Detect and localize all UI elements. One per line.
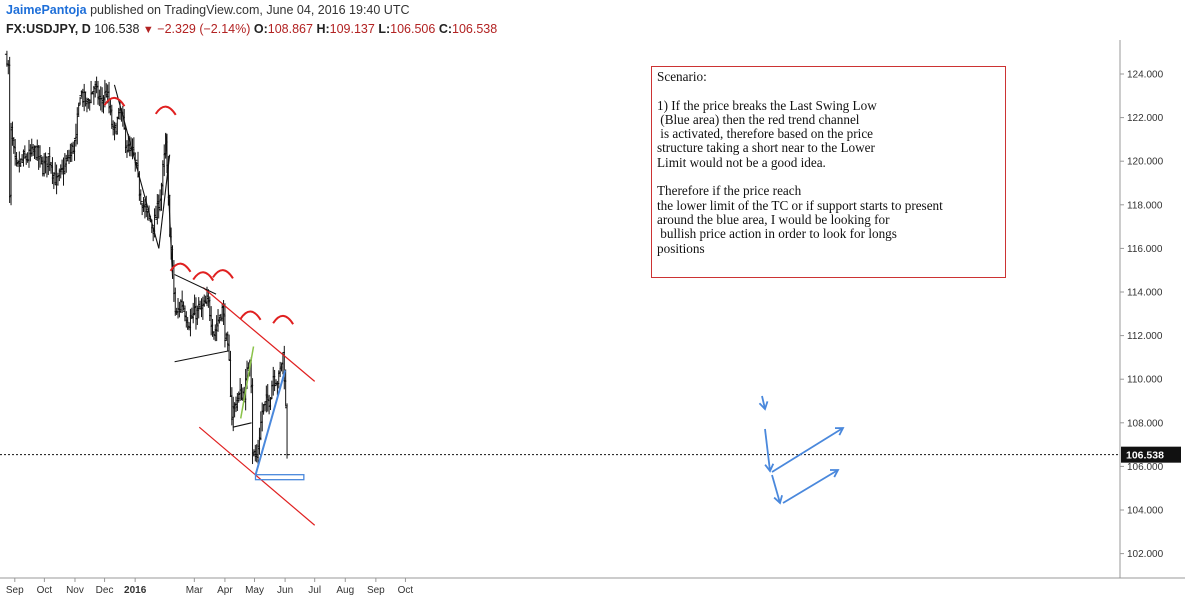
open-value: 108.867 xyxy=(267,22,313,36)
last-price-tag-text: 106.538 xyxy=(1126,450,1164,462)
y-tick-label: 102.000 xyxy=(1127,549,1164,560)
y-tick-label: 104.000 xyxy=(1127,506,1164,517)
close-value: 106.538 xyxy=(452,22,498,36)
swing-high-mark xyxy=(103,96,126,107)
green-rise-line xyxy=(239,346,255,419)
x-tick-label: Apr xyxy=(217,585,233,596)
ohlc-bar xyxy=(64,154,69,173)
x-tick-label: Dec xyxy=(96,585,114,596)
x-tick-label: Sep xyxy=(367,585,385,596)
arrow-head xyxy=(829,469,840,478)
price-axis[interactable]: 102.000 104.000 106.000 108.000 110.000 112.0… xyxy=(1120,70,1164,561)
arrow-shaft xyxy=(761,395,766,410)
high-label: H: xyxy=(316,22,330,36)
x-tick-label: Oct xyxy=(37,585,53,596)
arrow-head xyxy=(764,463,775,473)
y-tick-label: 110.000 xyxy=(1127,375,1163,386)
x-tick-label: Oct xyxy=(398,585,414,596)
price-bars xyxy=(4,50,290,467)
black-wedge-bottom xyxy=(174,350,229,363)
publish-text: published on TradingView.com, June 04, 2… xyxy=(90,3,410,17)
black-wedge-top xyxy=(174,274,217,295)
x-tick-label: Mar xyxy=(186,585,204,596)
x-tick-label: Jul xyxy=(308,585,321,596)
blue-arrow xyxy=(771,427,845,473)
publish-info: JaimePantoja published on TradingView.co… xyxy=(6,3,410,17)
blue-arrow xyxy=(764,428,775,473)
ohlc-bar xyxy=(138,189,143,205)
y-tick-label: 124.000 xyxy=(1127,70,1164,81)
y-tick-label: 106.000 xyxy=(1127,462,1164,473)
arrow-shaft xyxy=(771,474,781,504)
ohlc-bar xyxy=(78,97,83,106)
x-tick-label: 2016 xyxy=(124,585,147,596)
y-tick-label: 122.000 xyxy=(1127,113,1164,124)
red-channel-upper xyxy=(202,287,316,382)
x-tick-label: Sep xyxy=(6,585,24,596)
x-tick-label: May xyxy=(245,585,264,596)
swing-high-mark xyxy=(239,310,262,321)
ohlc-bar xyxy=(75,107,80,145)
y-tick-label: 120.000 xyxy=(1127,157,1164,168)
black-triangle-line xyxy=(165,132,174,279)
swing-high-mark xyxy=(192,271,215,282)
swing-high-mark xyxy=(154,105,177,116)
red-channel-lower xyxy=(198,426,316,526)
arrow-shaft xyxy=(764,428,771,472)
blue-arrow xyxy=(782,469,840,504)
high-value: 109.137 xyxy=(329,22,375,36)
last-price-tag: 106.538 xyxy=(1121,446,1181,463)
down-arrow-icon: ▼ xyxy=(142,24,154,36)
arrow-shaft xyxy=(782,469,839,504)
open-label: O: xyxy=(253,22,268,36)
scenario-note[interactable]: Scenario: 1) If the price breaks the Las… xyxy=(651,66,1006,278)
black-support-short xyxy=(232,422,252,428)
arrow-head xyxy=(834,427,845,436)
y-tick-label: 112.000 xyxy=(1127,331,1163,342)
y-tick-label: 114.000 xyxy=(1127,288,1163,299)
blue-support-area xyxy=(254,474,305,481)
x-tick-label: Nov xyxy=(66,585,84,596)
y-tick-label: 118.000 xyxy=(1127,200,1163,211)
author-link[interactable]: JaimePantoja xyxy=(6,3,87,17)
ohlc-bar xyxy=(285,403,290,459)
x-tick-label: Jun xyxy=(277,585,293,596)
ohlc-bar xyxy=(210,318,215,337)
swing-high-mark xyxy=(272,314,294,325)
x-tick-label: Aug xyxy=(336,585,354,596)
drawing-annotations xyxy=(0,84,1120,526)
arrow-head xyxy=(773,495,783,505)
arrow-head xyxy=(758,401,769,411)
close-label: C: xyxy=(438,22,453,36)
y-tick-label: 108.000 xyxy=(1127,418,1164,429)
arrow-shaft xyxy=(771,427,844,473)
low-value: 106.506 xyxy=(390,22,436,36)
swing-high-mark xyxy=(212,269,234,279)
blue-rise-line xyxy=(254,370,287,476)
swing-high-mark xyxy=(169,262,192,273)
last-price-tag-bg xyxy=(1121,446,1181,463)
y-tick-label: 116.000 xyxy=(1127,244,1163,255)
low-label: L: xyxy=(378,22,391,36)
blue-arrow xyxy=(771,474,783,505)
blue-arrow xyxy=(758,395,769,411)
symbol-info-bar: FX:USDJPY, D 106.538 ▼ −2.329 (−2.14%) O… xyxy=(6,22,497,36)
last-price: 106.538 xyxy=(94,22,140,36)
black-triangle-line xyxy=(113,84,160,249)
ohlc-bar xyxy=(131,137,136,156)
time-axis[interactable]: Sep Oct Nov Dec 2016 Mar Apr May Jun Jul Aug Sep Oct xyxy=(6,578,414,596)
price-change: −2.329 (−2.14%) xyxy=(157,22,251,36)
symbol-label[interactable]: FX:USDJPY, D xyxy=(6,22,91,36)
